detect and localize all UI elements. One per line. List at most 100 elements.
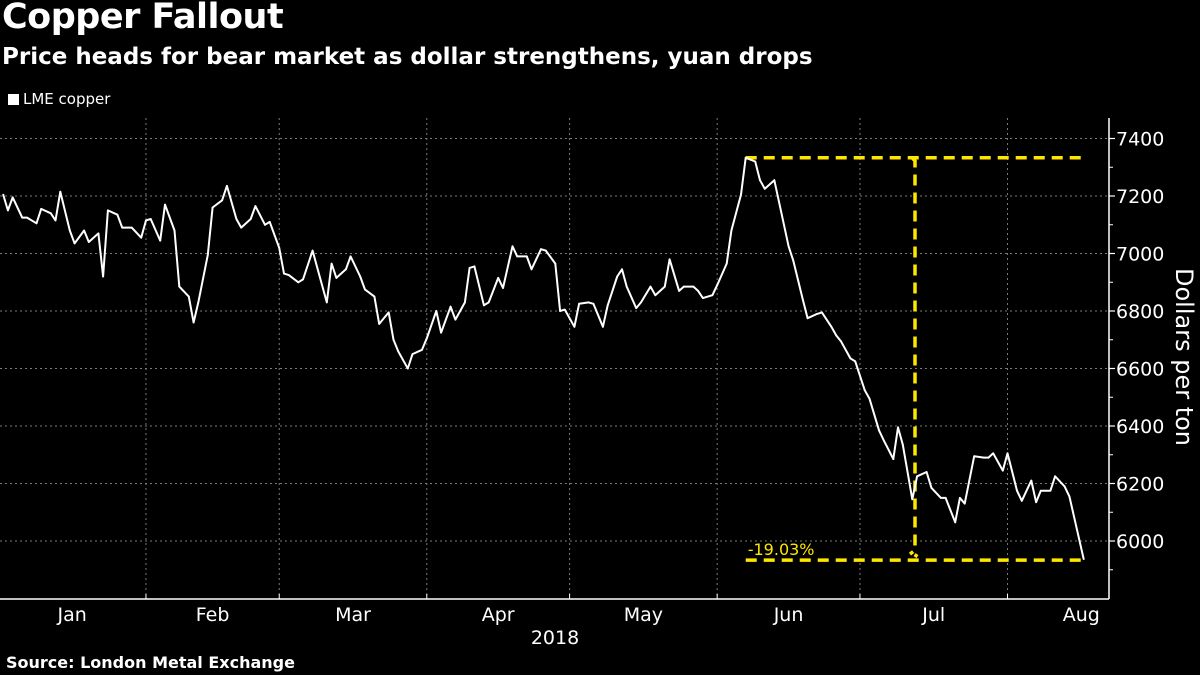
data-point — [1039, 489, 1042, 492]
data-point — [725, 262, 728, 265]
data-point — [540, 248, 542, 251]
data-point — [278, 246, 281, 249]
data-point — [173, 229, 176, 232]
legend-label: LME copper — [23, 90, 111, 108]
data-point — [554, 262, 557, 265]
data-point — [901, 443, 904, 446]
data-point — [982, 456, 985, 459]
data-point — [397, 350, 400, 353]
data-point — [178, 285, 181, 288]
data-point — [773, 179, 776, 182]
data-point — [464, 301, 466, 304]
data-point — [511, 245, 514, 248]
data-point — [335, 277, 338, 279]
x-axis-year-label: 2018 — [531, 627, 579, 649]
data-point — [107, 209, 109, 212]
data-point — [264, 223, 266, 226]
data-point — [925, 471, 928, 473]
data-point — [787, 245, 790, 248]
data-point — [359, 275, 362, 278]
data-point — [35, 222, 38, 225]
data-point — [1006, 452, 1009, 455]
data-point — [287, 274, 290, 276]
data-point — [311, 249, 314, 252]
data-point — [654, 294, 657, 297]
data-point — [235, 218, 238, 220]
data-point — [240, 226, 243, 229]
data-point — [830, 325, 833, 328]
x-tick-label: Jun — [773, 604, 804, 626]
data-point — [911, 498, 914, 501]
data-point — [963, 502, 966, 505]
data-point — [587, 301, 590, 304]
data-point — [87, 241, 90, 243]
data-point — [1049, 489, 1052, 492]
data-point — [716, 284, 719, 286]
data-point — [940, 497, 942, 499]
data-point — [640, 301, 642, 304]
data-point — [197, 301, 200, 304]
data-point — [678, 290, 680, 292]
data-point — [349, 255, 352, 258]
data-point — [378, 323, 381, 325]
data-point — [892, 458, 895, 460]
data-point — [364, 288, 366, 291]
data-point — [373, 295, 376, 298]
data-point — [530, 268, 533, 271]
data-point — [164, 203, 166, 206]
data-point — [226, 185, 228, 187]
x-tick-label: Jan — [57, 604, 87, 626]
data-point — [502, 287, 504, 289]
data-point — [711, 294, 714, 297]
data-point — [516, 255, 519, 258]
x-tick-label: Aug — [1063, 604, 1100, 626]
data-point — [692, 285, 695, 288]
data-point — [973, 455, 976, 458]
data-point — [325, 301, 328, 304]
data-point — [11, 196, 14, 199]
data-point — [663, 285, 666, 288]
data-point — [268, 221, 271, 223]
data-point — [192, 321, 195, 324]
data-point — [211, 206, 214, 209]
data-point — [1082, 558, 1085, 560]
data-point — [149, 218, 152, 220]
data-point — [302, 278, 304, 281]
data-point — [73, 242, 76, 245]
data-point — [40, 208, 43, 210]
data-point — [1063, 485, 1066, 488]
x-tick-label: Mar — [335, 604, 371, 626]
data-point — [425, 337, 428, 340]
data-point — [792, 259, 795, 262]
y-tick-label: 6800 — [1116, 301, 1164, 323]
data-point — [616, 275, 619, 278]
data-point — [959, 497, 961, 499]
drawdown-dashed-bracket — [908, 156, 919, 559]
data-point — [1016, 489, 1018, 492]
data-point — [1030, 479, 1033, 482]
data-point — [930, 486, 933, 489]
series-line-lme-copper — [2, 156, 1085, 560]
data-point — [878, 429, 880, 432]
x-tick-label: Apr — [482, 604, 515, 626]
drawdown-label: -19.03% — [748, 540, 815, 559]
data-point — [625, 285, 628, 288]
data-point — [759, 179, 761, 182]
data-point — [221, 199, 224, 202]
data-point — [159, 239, 162, 242]
data-point — [1068, 495, 1071, 498]
data-point — [440, 331, 442, 334]
y-tick-label: 7200 — [1116, 186, 1164, 208]
x-tick-label: Feb — [196, 604, 230, 626]
data-point — [468, 267, 471, 269]
data-point — [744, 156, 747, 159]
data-point — [602, 325, 604, 328]
data-point — [944, 497, 947, 499]
y-tick-label: 6600 — [1116, 359, 1164, 381]
data-point — [559, 310, 561, 312]
data-point — [83, 229, 85, 232]
data-point — [102, 275, 104, 278]
x-tick-label: May — [624, 604, 663, 626]
data-point — [454, 318, 457, 321]
